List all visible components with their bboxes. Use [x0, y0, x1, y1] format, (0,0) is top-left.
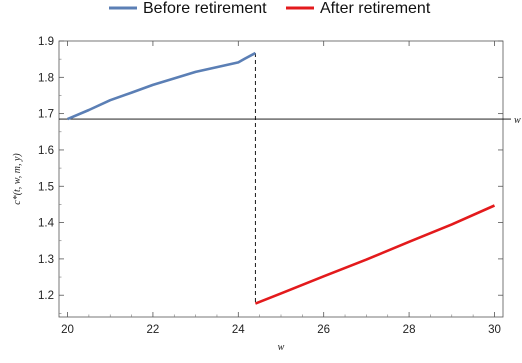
series-line-after-retirement	[254, 204, 496, 305]
reference-lines: w	[59, 52, 521, 304]
y-tick-label: 1.3	[38, 254, 54, 266]
x-tick-label: 24	[232, 324, 245, 336]
y-axis-ticks: 1.2 1.3 1.4 1.5 1.6 1.7 1.8 1.9	[38, 36, 503, 314]
plot-frame	[58, 40, 504, 318]
y-tick-label: 1.6	[38, 145, 54, 157]
legend-label-after-retirement: After retirement	[320, 0, 431, 17]
y-tick-label: 1.4	[38, 218, 55, 230]
x-tick-label: 30	[488, 324, 501, 336]
legend-label-before-retirement: Before retirement	[143, 0, 267, 17]
y-axis-title: c*(t, w, m, y)	[12, 153, 23, 205]
y-tick-label: 1.9	[38, 36, 54, 48]
x-tick-label: 26	[317, 324, 330, 336]
x-tick-label: 28	[403, 324, 416, 336]
y-tick-label: 1.2	[38, 290, 54, 302]
x-axis-title: w	[278, 342, 285, 353]
y-tick-label: 1.7	[38, 109, 54, 121]
series-line-before-retirement	[66, 51, 257, 121]
y-tick-label: 1.8	[38, 72, 54, 84]
legend: Before retirement After retirement	[109, 0, 431, 17]
x-tick-label: 22	[147, 324, 160, 336]
y-tick-label: 1.5	[38, 181, 54, 193]
x-axis-ticks: 20 22 24 26 28 30	[61, 41, 501, 336]
x-tick-label: 20	[61, 324, 74, 336]
series-layer	[66, 51, 496, 305]
reference-line-label: w	[514, 115, 521, 126]
